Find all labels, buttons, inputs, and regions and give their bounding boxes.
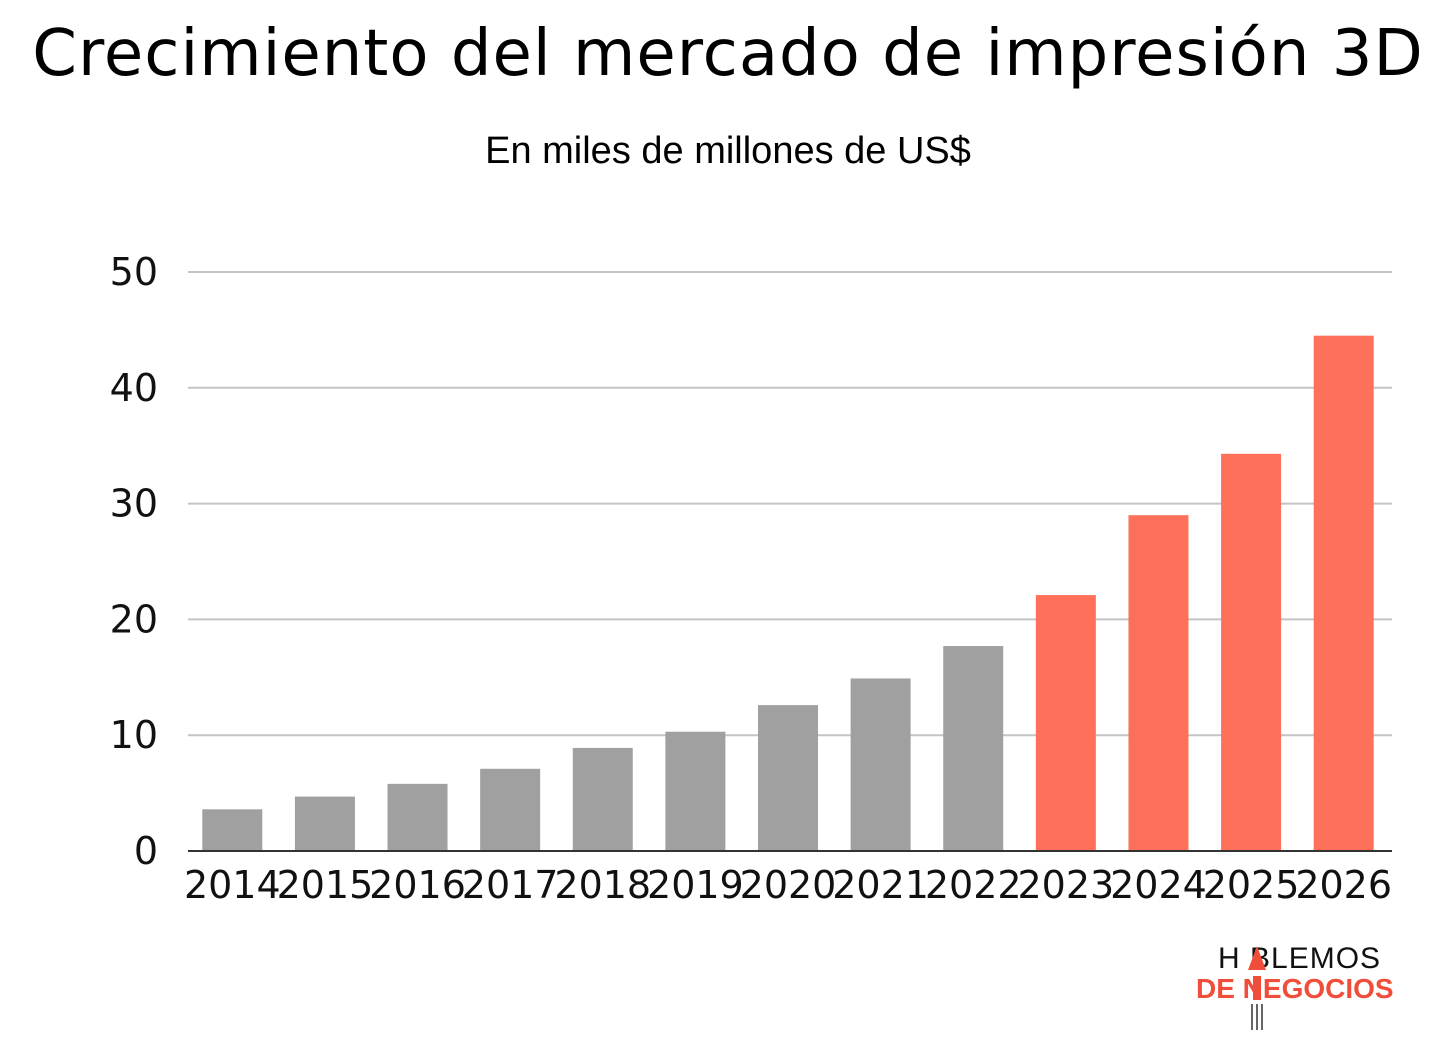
bar-2021 [850,678,911,851]
y-tick-label: 20 [110,597,158,641]
x-tick-label: 2016 [369,863,466,907]
bar-2024 [1128,515,1189,851]
x-axis-ticks: 2014201520162017201820192020202120222023… [184,863,1392,907]
x-tick-label: 2020 [740,863,837,907]
bar-2015 [294,796,355,851]
x-tick-label: 2018 [554,863,651,907]
bar-2014 [202,809,263,851]
logo-text-line1: H BLEMOS [1218,942,1382,975]
x-tick-label: 2022 [925,863,1022,907]
x-tick-label: 2015 [277,863,374,907]
y-tick-label: 10 [110,713,158,757]
y-tick-label: 50 [110,250,158,294]
logo-text-line2: DE NEGOCIOS [1196,973,1394,1004]
bar-2018 [572,747,633,851]
grid-lines [188,271,1392,737]
bar-2016 [387,783,448,851]
y-tick-label: 0 [134,829,158,873]
x-tick-label: 2023 [1017,863,1114,907]
x-tick-label: 2025 [1203,863,1300,907]
x-tick-label: 2017 [462,863,559,907]
bar-2019 [665,731,726,851]
bar-2026 [1313,335,1374,851]
y-tick-label: 40 [110,366,158,410]
rocket-icon [1248,946,1266,1030]
bars [202,335,1374,851]
x-tick-label: 2014 [184,863,281,907]
y-tick-label: 30 [110,482,158,526]
y-axis-ticks: 0 10 20 30 40 50 [110,250,158,873]
bar-2023 [1035,595,1096,851]
x-tick-label: 2024 [1110,863,1207,907]
bar-2022 [943,646,1004,851]
bar-2020 [758,705,818,851]
x-tick-label: 2021 [832,863,929,907]
x-tick-label: 2019 [647,863,744,907]
brand-logo: H BLEMOS DE NEGOCIOS [1190,940,1446,1030]
chart-subtitle: En miles de millones de US$ [485,130,971,172]
chart-title: Crecimiento del mercado de impresión 3D [32,17,1424,91]
x-tick-label: 2026 [1295,863,1392,907]
bar-2017 [480,768,541,851]
bar-2025 [1221,453,1282,851]
